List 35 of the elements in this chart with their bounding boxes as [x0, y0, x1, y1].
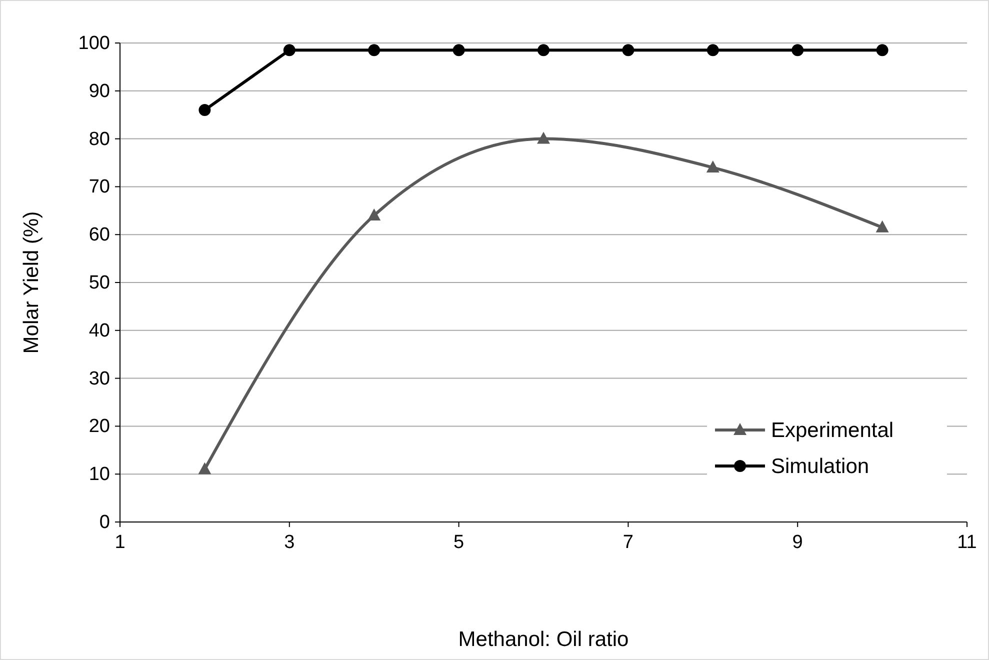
x-tick-label: 5: [454, 532, 464, 553]
y-tick-label: 0: [99, 512, 110, 533]
legend-label: Experimental: [771, 419, 894, 442]
point: [452, 44, 465, 56]
x-tick-label: 3: [284, 532, 295, 553]
y-tick-label: 60: [88, 224, 110, 246]
y-tick-label: 70: [88, 176, 110, 198]
y-tick-label: 20: [88, 416, 110, 438]
point: [283, 44, 296, 56]
y-tick-label: 100: [78, 33, 110, 54]
point: [198, 104, 211, 116]
point: [198, 462, 212, 474]
point: [538, 44, 550, 56]
point: [706, 160, 720, 173]
y-tick-label: 30: [88, 368, 110, 390]
point: [537, 132, 550, 144]
point: [368, 44, 380, 56]
point: [368, 208, 381, 220]
point: [622, 44, 634, 56]
y-axis-title: Molar Yield (%): [20, 211, 43, 354]
x-tick-label: 11: [957, 532, 977, 553]
x-axis-title: Methanol: Oil ratio: [458, 628, 629, 651]
x-tick-label: 9: [792, 532, 803, 553]
point: [876, 44, 888, 56]
y-tick-label: 80: [88, 128, 110, 150]
point: [706, 44, 719, 56]
x-tick-label: 7: [622, 532, 634, 553]
y-tick-label: 50: [88, 272, 110, 294]
y-tick-label: 10: [88, 464, 110, 486]
x-tick-label: 1: [114, 532, 126, 553]
point: [876, 220, 889, 232]
legend-label: Simulation: [771, 455, 870, 478]
y-tick-label: 40: [88, 320, 110, 342]
y-tick-label: 90: [88, 80, 110, 102]
point: [792, 44, 804, 56]
